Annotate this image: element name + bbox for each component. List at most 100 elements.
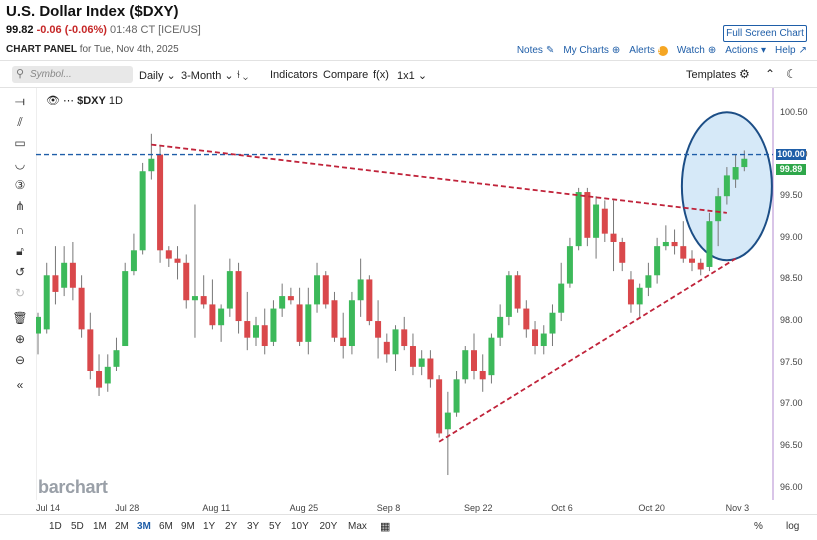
candle xyxy=(549,304,556,347)
candle-body xyxy=(601,208,608,234)
candle xyxy=(619,237,626,272)
y-tick-label: 97.00 xyxy=(780,398,803,409)
chevron-down-icon: ⌄ xyxy=(166,70,176,82)
candle xyxy=(157,146,164,263)
full-screen-chart-button[interactable]: Full Screen Chart xyxy=(723,25,807,42)
candle-body xyxy=(549,312,556,334)
more-icon[interactable]: ⋯ xyxy=(63,95,75,107)
candle xyxy=(348,291,355,355)
range-6m[interactable]: 6M xyxy=(159,521,173,532)
candle-body xyxy=(305,304,312,342)
chevron-down-icon: ⌄ xyxy=(417,70,428,82)
range-3m[interactable]: 3M xyxy=(137,521,151,532)
candles xyxy=(36,133,748,476)
range-5y[interactable]: 5Y xyxy=(269,521,282,532)
candle-body xyxy=(409,346,416,367)
layout-select[interactable]: 1x1 ⌄ xyxy=(397,69,427,82)
price-tag: 99.89 xyxy=(776,164,806,176)
elliott-wave-icon[interactable]: ③ xyxy=(14,178,26,192)
price-chart[interactable] xyxy=(36,88,774,500)
drawing-tools-sidebar: ⟞ ⫽ ▭ ◡ ③ ⋔ ∩ 🔓︎ ↺ ↻ 🗑︎ ⊕ ⊖ « xyxy=(0,88,36,508)
candle xyxy=(540,325,547,355)
help-link[interactable]: Help ↗ xyxy=(775,45,807,56)
alerts-link[interactable]: Alerts! xyxy=(629,45,668,56)
symbol-search-input[interactable]: ⚲ Symbol... xyxy=(12,66,133,83)
log-toggle[interactable]: log xyxy=(786,521,800,532)
candle-body xyxy=(209,304,216,326)
collapse-icon[interactable]: ⌃ xyxy=(765,67,776,81)
date-axis: Jul 14 Jul 28 Aug 11 Aug 25 Sep 8 Sep 22 Oct 6… xyxy=(36,500,773,514)
candle-body xyxy=(314,275,321,305)
candle xyxy=(357,258,364,317)
undo-icon[interactable]: ↺ xyxy=(14,265,26,279)
top-links: Notes ✎ My Charts ⊕ Alerts! Watch ⊕ Actions… xyxy=(517,45,807,56)
alerts-label: Alerts xyxy=(629,45,655,56)
range-5d[interactable]: 5D xyxy=(71,521,84,532)
candle xyxy=(331,291,338,342)
curve-tool-icon[interactable]: ◡ xyxy=(14,157,26,171)
trash-icon[interactable]: 🗑︎ xyxy=(12,311,28,325)
candle-body xyxy=(488,337,495,376)
templates-button[interactable]: Templates xyxy=(686,69,737,81)
candle xyxy=(174,246,181,280)
percent-toggle[interactable]: % xyxy=(754,521,763,532)
actions-menu[interactable]: Actions ▾ xyxy=(725,45,766,56)
candle xyxy=(383,333,390,363)
watch-link[interactable]: Watch ⊕ xyxy=(677,45,716,56)
trend-line[interactable] xyxy=(438,257,737,443)
collapse-sidebar-icon[interactable]: « xyxy=(16,378,24,392)
actions-label: Actions xyxy=(725,45,758,56)
zoom-in-icon[interactable]: ⊕ xyxy=(14,332,26,346)
search-icon: ⚲ xyxy=(16,68,25,80)
pattern-tool-icon[interactable]: ⋔ xyxy=(14,199,26,213)
magnet-icon[interactable]: ∩ xyxy=(15,223,25,237)
range-1d[interactable]: 1D xyxy=(49,521,62,532)
candle-body xyxy=(418,358,425,367)
crosshair-tool-icon[interactable]: ⟞ xyxy=(15,94,25,108)
zoom-out-icon[interactable]: ⊖ xyxy=(14,353,26,367)
x-tick-label: Sep 22 xyxy=(464,503,493,513)
gear-icon[interactable]: ⚙ xyxy=(739,67,750,81)
trendline-tool-icon[interactable]: ⫽ xyxy=(17,115,23,129)
interval-select[interactable]: Daily ⌄ xyxy=(139,69,176,82)
redo-icon[interactable]: ↻ xyxy=(14,286,26,300)
function-button[interactable]: f(x) xyxy=(373,69,389,81)
panel-date: for Tue, Nov 4th, 2025 xyxy=(79,44,179,55)
range-max[interactable]: Max xyxy=(348,521,367,532)
candle-body xyxy=(723,175,730,197)
rectangle-tool-icon[interactable]: ▭ xyxy=(14,136,26,150)
lock-icon[interactable]: 🔓︎ xyxy=(16,244,24,258)
candle xyxy=(723,167,730,205)
range-2y[interactable]: 2Y xyxy=(225,521,238,532)
period-select[interactable]: 3-Month ⌄ xyxy=(181,69,234,82)
calendar-icon[interactable]: ▦ xyxy=(380,521,391,533)
chevron-down-icon: ⌄ xyxy=(224,70,234,82)
candle-body xyxy=(366,279,373,322)
notes-link[interactable]: Notes ✎ xyxy=(517,45,555,56)
compare-button[interactable]: Compare xyxy=(323,69,369,81)
range-1m[interactable]: 1M xyxy=(93,521,107,532)
candle-body xyxy=(348,300,355,347)
notes-label: Notes xyxy=(516,45,543,56)
candle-body xyxy=(357,279,364,301)
candle-body xyxy=(104,366,111,384)
chart-type-select[interactable]: ⫮ ⌄ xyxy=(237,69,248,82)
chart-panel-label: CHART PANEL for Tue, Nov 4th, 2025 xyxy=(6,44,179,55)
range-2m[interactable]: 2M xyxy=(115,521,129,532)
candle xyxy=(392,325,399,371)
candle xyxy=(479,354,486,392)
trend-line[interactable] xyxy=(151,143,727,214)
candle xyxy=(43,262,50,334)
trendlines xyxy=(36,143,773,443)
range-3y[interactable]: 3Y xyxy=(247,521,260,532)
candle-body xyxy=(593,204,600,238)
range-10y[interactable]: 10Y xyxy=(291,521,309,532)
moon-icon[interactable]: ☾ xyxy=(786,67,797,81)
eye-icon[interactable]: 👁︎ xyxy=(46,95,60,107)
range-9m[interactable]: 9M xyxy=(181,521,195,532)
candle-body xyxy=(113,350,120,367)
indicators-button[interactable]: Indicators xyxy=(270,69,318,81)
range-1y[interactable]: 1Y xyxy=(203,521,216,532)
range-20y[interactable]: 20Y xyxy=(319,521,338,532)
my-charts-link[interactable]: My Charts ⊕ xyxy=(563,45,620,56)
